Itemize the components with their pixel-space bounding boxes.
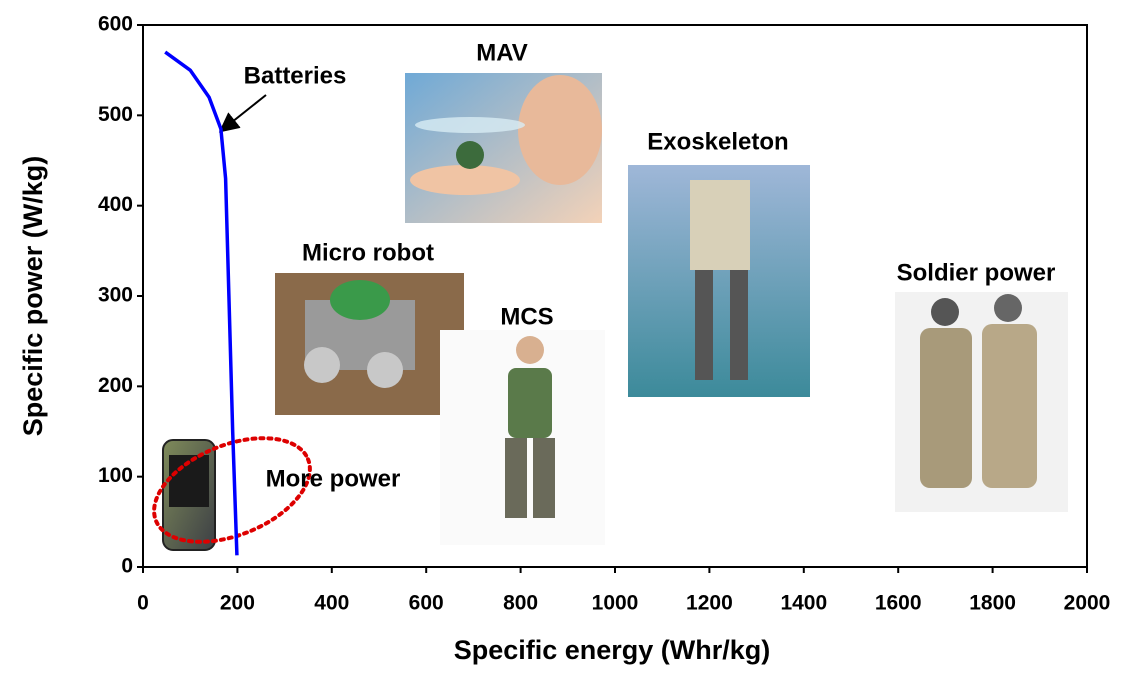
x-tick-label: 2000 xyxy=(1064,592,1111,615)
x-tick-label: 1800 xyxy=(969,592,1016,615)
photo-micro-robot xyxy=(275,273,464,415)
data-line xyxy=(164,50,239,556)
photo-phone xyxy=(162,439,216,551)
photo-soldier-power xyxy=(895,292,1068,512)
y-tick-label: 500 xyxy=(98,103,133,126)
photo-exoskeleton xyxy=(628,165,810,397)
y-tick-label: 0 xyxy=(121,555,133,578)
y-tick-label: 200 xyxy=(98,374,133,397)
x-tick-label: 1200 xyxy=(686,592,733,615)
x-tick-label: 1400 xyxy=(780,592,827,615)
x-axis-title: Specific energy (Whr/kg) xyxy=(454,635,771,665)
x-tick-label: 400 xyxy=(314,592,349,615)
x-tick-label: 600 xyxy=(409,592,444,615)
photo-mav xyxy=(405,73,602,223)
photo-mcs xyxy=(440,330,605,545)
highlight-ellipse xyxy=(152,436,312,544)
y-tick-label: 100 xyxy=(98,464,133,487)
series-label: Batteries xyxy=(244,62,347,89)
image-label: MAV xyxy=(476,39,528,66)
x-tick-label: 0 xyxy=(137,592,149,615)
annotation: More power xyxy=(266,465,401,492)
x-tick-label: 800 xyxy=(503,592,538,615)
image-label: MCS xyxy=(500,303,553,330)
y-tick-label: 300 xyxy=(98,284,133,307)
y-axis-title: Specific power (W/kg) xyxy=(18,156,48,437)
image-label: Micro robot xyxy=(302,239,434,266)
image-label: Soldier power xyxy=(897,259,1056,286)
y-tick-label: 400 xyxy=(98,193,133,216)
x-tick-label: 1600 xyxy=(875,592,922,615)
image-label: Exoskeleton xyxy=(647,128,788,155)
x-tick-label: 1000 xyxy=(592,592,639,615)
x-tick-label: 200 xyxy=(220,592,255,615)
y-tick-label: 600 xyxy=(98,13,133,36)
annotation-arrow xyxy=(218,94,267,133)
